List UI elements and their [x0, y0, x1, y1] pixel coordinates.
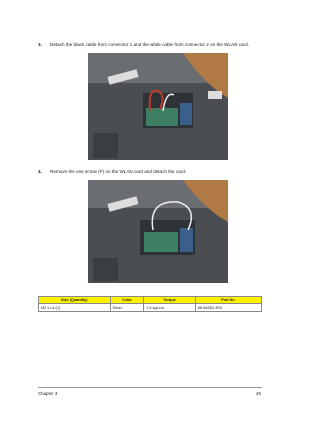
table-row: M2 x L6 (1) Silver 1.6 kgf-cm 86.9A552.4R0	[38, 303, 263, 312]
screw-table: Size (Quantity) Color Torque Part No. M2 x …	[38, 296, 263, 312]
photo-wlan-cables	[88, 53, 228, 160]
footer-page: 45	[256, 391, 261, 396]
table-header: Part No.	[194, 296, 263, 304]
footer-chapter: Chapter 3	[38, 391, 58, 396]
page: {"steps": [ {"number": "3.", "text": "De…	[38, 42, 263, 396]
step-number: 3.	[38, 42, 42, 47]
table-cell: M2 x L6 (1)	[38, 303, 111, 312]
photo-wlan-card	[88, 180, 228, 283]
footer-rule	[38, 387, 262, 388]
step-text: Remove the one screw (F) on the WLAN car…	[50, 169, 187, 174]
step-text: Detach the black cable from connector 1 …	[50, 42, 249, 47]
table-cell: 1.6 kgf-cm	[143, 303, 196, 312]
table-header: Torque	[143, 296, 196, 304]
table-header: Size (Quantity)	[38, 296, 111, 304]
table-header: Color	[109, 296, 145, 304]
step-number: 4.	[38, 169, 42, 174]
table-cell: 86.9A552.4R0	[194, 303, 263, 312]
table-cell: Silver	[109, 303, 145, 312]
